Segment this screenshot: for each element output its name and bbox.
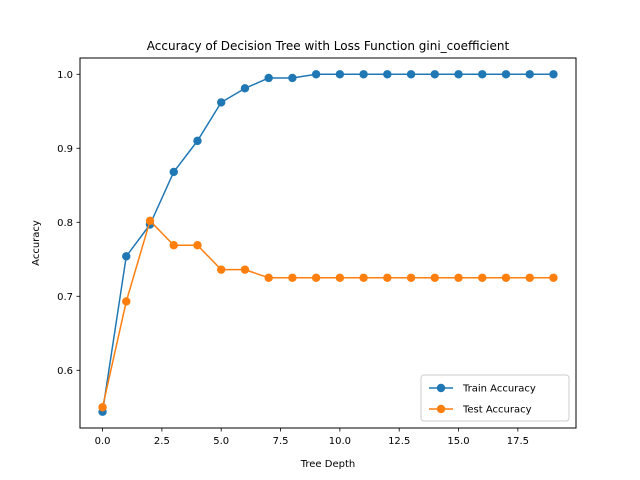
- x-tick-label: 5.0: [213, 436, 229, 447]
- data-point: [217, 265, 226, 274]
- data-point: [478, 273, 487, 282]
- axes-frame: [79, 57, 577, 429]
- data-point: [288, 73, 297, 83]
- data-point: [501, 70, 511, 79]
- data-point: [501, 273, 511, 282]
- data-point: [430, 273, 439, 282]
- chart-title: Accuracy of Decision Tree with Loss Func…: [147, 39, 510, 53]
- data-point: [122, 297, 131, 306]
- data-point: [311, 273, 321, 282]
- data-point: [406, 273, 416, 282]
- y-tick-label: 0.6: [57, 366, 73, 377]
- data-point: [478, 70, 487, 79]
- data-point: [549, 70, 558, 79]
- x-tick-label: 0.0: [95, 436, 111, 447]
- data-point: [525, 70, 534, 79]
- x-axis-label: Tree Depth: [300, 459, 355, 470]
- plot-area: [98, 70, 558, 416]
- data-point: [335, 273, 345, 282]
- data-point: [525, 273, 534, 282]
- data-point: [193, 241, 202, 250]
- data-point: [98, 403, 107, 412]
- data-point: [430, 70, 439, 79]
- legend-item: Test Accuracy: [429, 405, 532, 416]
- data-point: [406, 70, 416, 79]
- x-tick-label: 2.5: [154, 436, 170, 447]
- data-point: [311, 70, 321, 79]
- legend-label: Test Accuracy: [462, 405, 532, 416]
- y-axis-label: Accuracy: [31, 220, 42, 266]
- y-tick-label: 0.9: [57, 144, 73, 155]
- x-tick-label: 7.5: [273, 436, 289, 447]
- y-tick-label: 0.8: [57, 218, 73, 229]
- x-tick-label: 15.0: [447, 436, 469, 447]
- data-point: [240, 265, 250, 274]
- data-point: [169, 241, 178, 250]
- data-point: [335, 70, 345, 79]
- legend: Train Accuracy Test Accuracy: [420, 374, 570, 422]
- x-axis: 0.0 2.5 5.0 7.5 10.0 12.5 15.0 17.5: [95, 428, 529, 447]
- data-point: [359, 70, 368, 79]
- data-point: [240, 84, 250, 93]
- x-tick-label: 17.5: [507, 436, 529, 447]
- legend-box: [420, 374, 570, 422]
- y-tick-label: 1.0: [57, 70, 73, 81]
- legend-marker: [436, 404, 446, 414]
- data-point: [383, 273, 392, 282]
- data-point: [549, 273, 558, 282]
- series-train-accuracy: [98, 70, 558, 416]
- legend-marker: [436, 383, 446, 393]
- data-point: [359, 273, 368, 282]
- x-tick-label: 10.0: [329, 436, 351, 447]
- legend-item: Train Accuracy: [429, 384, 536, 395]
- data-point: [264, 73, 273, 83]
- data-point: [288, 273, 297, 282]
- data-point: [454, 273, 463, 282]
- data-point: [264, 273, 273, 282]
- legend-label: Train Accuracy: [462, 384, 536, 395]
- data-point: [169, 167, 178, 177]
- data-point: [145, 216, 155, 225]
- data-point: [383, 70, 392, 79]
- x-tick-label: 12.5: [388, 436, 410, 447]
- y-axis: 0.6 0.7 0.8 0.9 1.0: [57, 70, 80, 377]
- data-point: [217, 98, 226, 107]
- data-point: [122, 252, 131, 261]
- data-point: [454, 70, 463, 79]
- data-point: [193, 136, 202, 146]
- y-tick-label: 0.7: [57, 292, 73, 303]
- series-test-accuracy: [98, 216, 558, 412]
